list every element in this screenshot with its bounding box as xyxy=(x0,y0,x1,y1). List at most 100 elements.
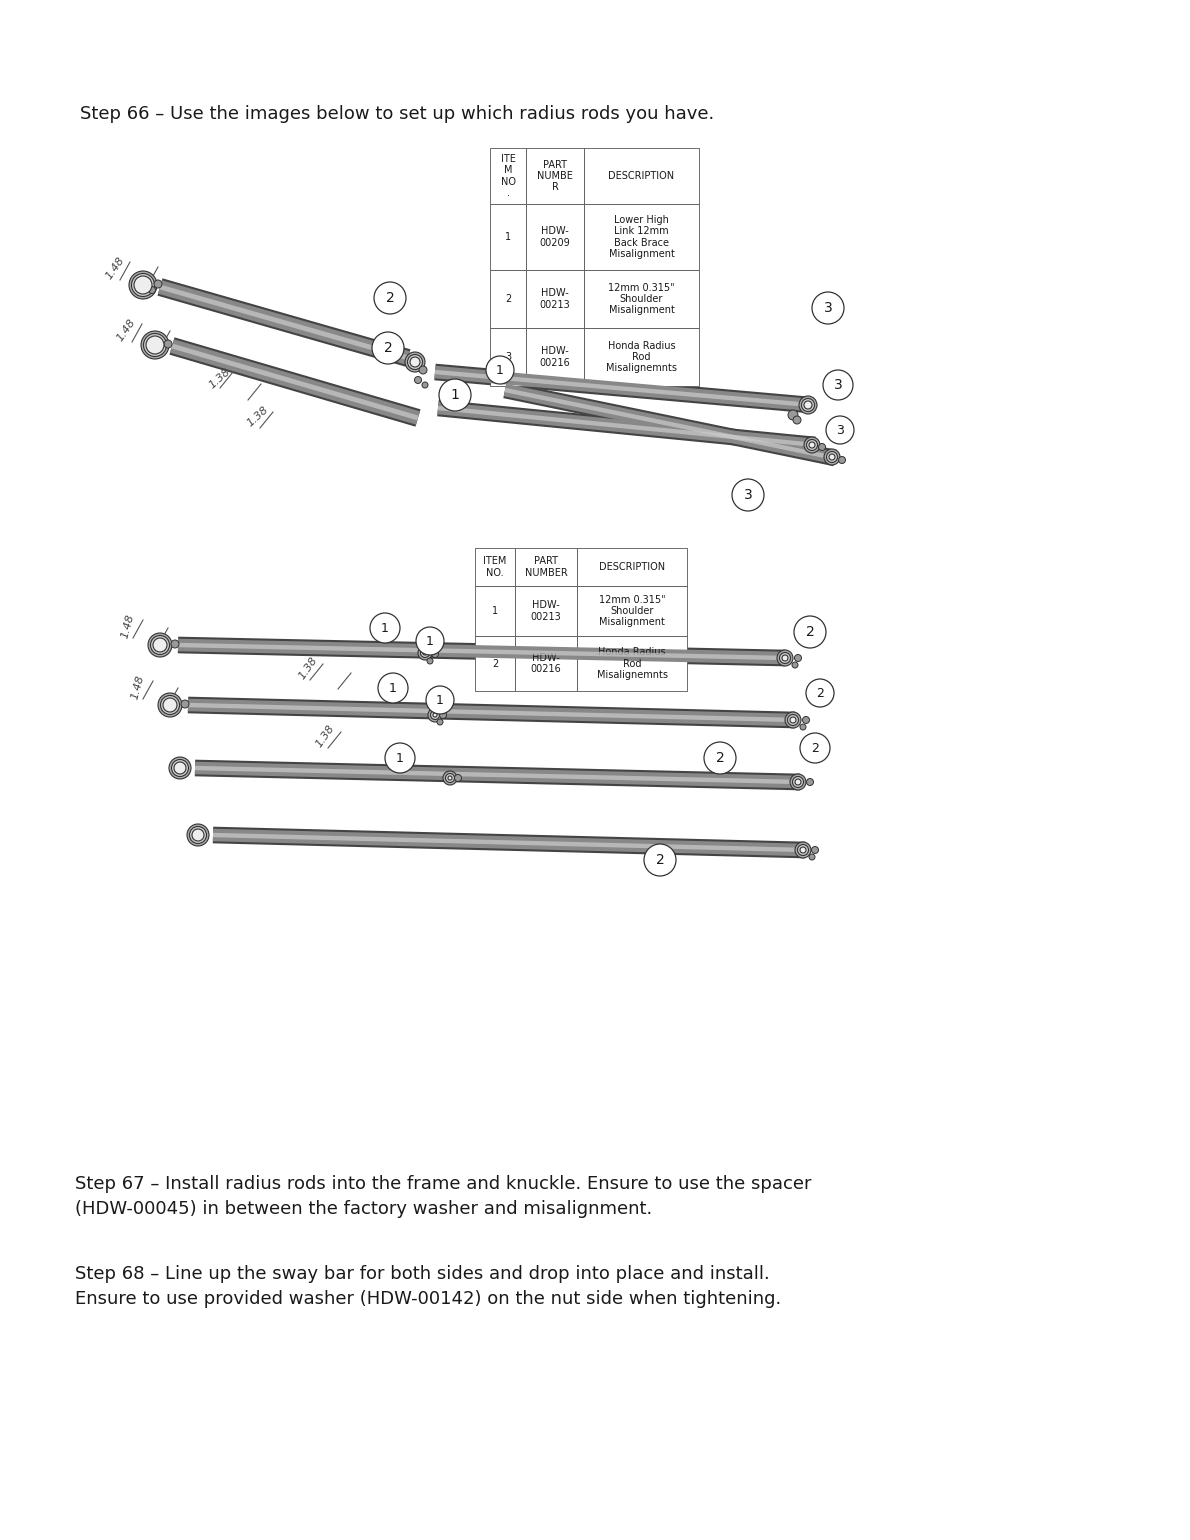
Circle shape xyxy=(804,400,812,410)
Circle shape xyxy=(839,456,846,464)
Circle shape xyxy=(164,340,173,348)
Text: 3: 3 xyxy=(837,424,844,436)
Bar xyxy=(577,587,687,636)
Circle shape xyxy=(793,416,801,424)
Text: 3: 3 xyxy=(823,300,832,316)
Circle shape xyxy=(823,370,853,400)
Text: ITE
M
NO
.: ITE M NO . xyxy=(501,154,515,197)
Circle shape xyxy=(426,685,455,715)
Text: 1: 1 xyxy=(505,233,511,242)
Circle shape xyxy=(486,356,514,383)
Circle shape xyxy=(439,711,446,719)
Bar xyxy=(584,328,699,387)
Circle shape xyxy=(372,333,403,363)
Circle shape xyxy=(445,773,455,782)
Text: 1: 1 xyxy=(426,634,434,647)
Circle shape xyxy=(374,282,406,314)
Bar xyxy=(584,148,699,203)
Text: DESCRIPTION: DESCRIPTION xyxy=(599,562,665,571)
Text: 1.48: 1.48 xyxy=(114,317,137,343)
Circle shape xyxy=(790,775,806,790)
Text: 2: 2 xyxy=(491,659,499,668)
Circle shape xyxy=(443,772,457,785)
Text: 1: 1 xyxy=(496,363,503,376)
Bar xyxy=(526,328,584,387)
Circle shape xyxy=(411,357,420,367)
Circle shape xyxy=(806,679,834,707)
Circle shape xyxy=(782,654,788,661)
Circle shape xyxy=(793,776,803,787)
Text: 2: 2 xyxy=(812,741,819,755)
Circle shape xyxy=(804,437,820,453)
Circle shape xyxy=(161,696,180,715)
Bar xyxy=(490,148,526,203)
Circle shape xyxy=(181,701,189,708)
Circle shape xyxy=(795,654,802,662)
Text: 12mm 0.315"
Shoulder
Misalignment: 12mm 0.315" Shoulder Misalignment xyxy=(599,594,665,627)
Text: Step 66 – Use the images below to set up which radius rods you have.: Step 66 – Use the images below to set up… xyxy=(80,105,714,123)
Circle shape xyxy=(419,367,427,374)
Bar xyxy=(475,636,515,691)
Circle shape xyxy=(418,645,432,661)
Circle shape xyxy=(132,274,155,297)
Circle shape xyxy=(788,410,798,420)
Bar xyxy=(515,636,577,691)
Text: HDW-
00213: HDW- 00213 xyxy=(539,288,570,310)
Circle shape xyxy=(798,396,818,414)
Text: 1: 1 xyxy=(389,682,397,695)
Circle shape xyxy=(795,842,812,858)
Circle shape xyxy=(802,399,814,411)
Text: HDW-
00216: HDW- 00216 xyxy=(531,653,562,675)
Circle shape xyxy=(422,651,427,654)
Circle shape xyxy=(134,276,152,294)
Circle shape xyxy=(420,648,430,658)
Circle shape xyxy=(800,724,806,730)
Circle shape xyxy=(405,353,425,373)
Circle shape xyxy=(169,758,192,779)
Circle shape xyxy=(732,479,764,511)
Circle shape xyxy=(149,286,156,294)
Text: 1: 1 xyxy=(396,752,403,764)
Circle shape xyxy=(447,776,452,779)
Text: 12mm 0.315"
Shoulder
Misalignment: 12mm 0.315" Shoulder Misalignment xyxy=(608,283,675,316)
Text: 3: 3 xyxy=(834,377,843,393)
Text: DESCRIPTION: DESCRIPTION xyxy=(608,171,675,182)
Bar xyxy=(475,587,515,636)
Bar xyxy=(526,148,584,203)
Bar xyxy=(515,548,577,587)
Text: Step 68 – Line up the sway bar for both sides and drop into place and install.
E: Step 68 – Line up the sway bar for both … xyxy=(75,1264,782,1307)
Circle shape xyxy=(785,711,801,728)
Circle shape xyxy=(826,416,854,444)
Circle shape xyxy=(386,742,415,773)
Circle shape xyxy=(807,779,814,785)
Circle shape xyxy=(150,636,169,654)
Circle shape xyxy=(189,827,207,844)
Circle shape xyxy=(174,762,186,775)
Circle shape xyxy=(644,844,676,876)
Text: 2: 2 xyxy=(386,291,394,305)
Text: 3: 3 xyxy=(744,488,752,502)
Text: HDW-
00209: HDW- 00209 xyxy=(539,226,570,248)
Circle shape xyxy=(829,454,835,460)
Bar xyxy=(584,270,699,328)
Text: 1.38: 1.38 xyxy=(207,367,232,390)
Circle shape xyxy=(431,710,439,719)
Text: 3: 3 xyxy=(505,353,511,362)
Circle shape xyxy=(407,354,422,370)
Bar xyxy=(515,587,577,636)
Circle shape xyxy=(827,451,838,462)
Circle shape xyxy=(148,633,173,658)
Circle shape xyxy=(812,847,819,853)
Circle shape xyxy=(745,494,752,502)
Text: PART
NUMBE
R: PART NUMBE R xyxy=(537,160,572,192)
Circle shape xyxy=(777,650,793,665)
Circle shape xyxy=(439,379,471,411)
Circle shape xyxy=(144,334,167,356)
Text: Honda Radius
Rod
Misalignemnts: Honda Radius Rod Misalignemnts xyxy=(606,340,677,373)
Bar xyxy=(577,548,687,587)
Circle shape xyxy=(802,716,809,724)
Text: 1.38: 1.38 xyxy=(314,722,337,748)
Bar xyxy=(526,270,584,328)
Bar xyxy=(475,548,515,587)
Circle shape xyxy=(370,613,400,644)
